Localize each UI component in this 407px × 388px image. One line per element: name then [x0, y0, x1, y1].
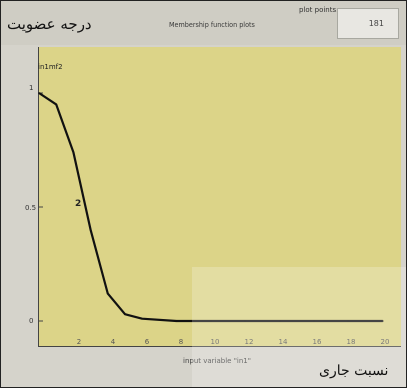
curve-point [89, 229, 92, 231]
curve-point [210, 320, 212, 322]
x-tick-label: 14 [278, 338, 288, 346]
y-tick-label: 0.5 [25, 204, 37, 212]
curve-point [106, 292, 109, 295]
membership-function-name: in1mf2 [38, 63, 63, 71]
plot-points-label: plot points: [299, 6, 339, 14]
window-title: Membership function plots [169, 21, 255, 29]
persian-current-ratio-label: نسبت جاری [319, 363, 389, 379]
persian-membership-degree-label: درجه عضویت [7, 15, 92, 33]
x-tick-label: 10 [210, 338, 220, 346]
membership-function-index: 2 [75, 199, 82, 209]
x-tick-label: 12 [244, 338, 254, 346]
plot-points-input[interactable]: 181 [337, 8, 399, 39]
curve-point [278, 320, 281, 322]
x-tick-label: 18 [346, 338, 356, 346]
title-bar: درجه عضویت Membership function plots plo… [1, 1, 406, 45]
curve-point [382, 320, 384, 322]
curve-point [38, 92, 40, 94]
x-tick-label: 4 [110, 338, 116, 346]
curve-point [141, 317, 143, 320]
curve-point [55, 103, 57, 106]
y-tick-label: 0 [29, 317, 34, 325]
curve-point [124, 313, 126, 315]
x-tick-label: 16 [312, 338, 322, 346]
plot-area[interactable] [38, 47, 401, 347]
x-tick-label: 20 [380, 338, 390, 346]
curve-point [244, 320, 247, 322]
curve-point [175, 320, 178, 322]
curve-point [347, 320, 350, 322]
membership-curve-line[interactable] [38, 92, 383, 323]
x-tick-label: 8 [178, 338, 184, 346]
curve-point [72, 151, 75, 154]
x-axis-label: input variable "in1" [183, 357, 251, 365]
x-tick-label: 2 [76, 338, 82, 346]
x-tick-label: 6 [144, 338, 150, 346]
curve-point [313, 320, 315, 322]
y-tick-label: 1 [29, 84, 34, 92]
